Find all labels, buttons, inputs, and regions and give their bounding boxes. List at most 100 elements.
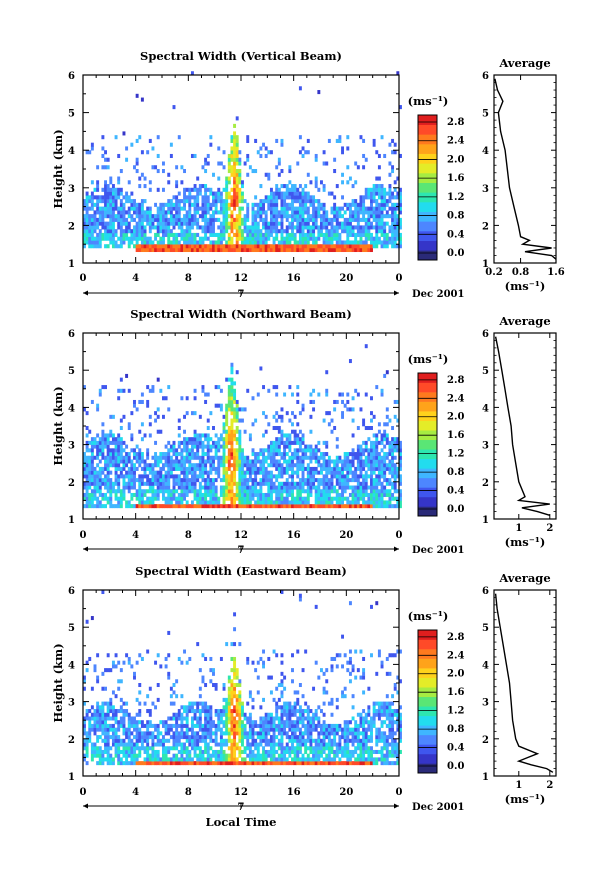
heatmap-cell — [117, 244, 121, 249]
heatmap-cell — [185, 232, 189, 237]
heatmap-cell — [251, 492, 255, 497]
heatmap-cell — [362, 466, 366, 471]
heatmap-cell — [230, 169, 234, 174]
heatmap-cell — [175, 210, 179, 215]
heatmap-cell — [346, 399, 350, 404]
heatmap-cell — [396, 232, 400, 237]
heatmap-cell — [391, 481, 395, 486]
heatmap-cell — [291, 459, 294, 464]
heatmap-cell — [119, 232, 123, 237]
heatmap-cell — [175, 757, 179, 762]
heatmap-cell — [356, 392, 360, 397]
heatmap-cell — [117, 746, 121, 751]
heatmap-cell — [230, 731, 234, 736]
heatmap-cell — [167, 746, 171, 751]
heatmap-cell — [167, 478, 171, 483]
heatmap-cell — [222, 496, 226, 501]
heatmap-cell — [304, 217, 308, 222]
heatmap-cell — [335, 478, 339, 483]
heatmap-cell — [327, 217, 331, 222]
profile-x-tick-label: 2 — [546, 523, 553, 534]
heatmap-cell — [312, 214, 316, 219]
heatmap-cell — [298, 440, 302, 445]
heatmap-cell — [159, 388, 163, 393]
heatmap-cell — [359, 229, 363, 234]
heatmap-cell — [183, 705, 186, 710]
heatmap-cell — [391, 463, 395, 468]
heatmap-cell — [267, 492, 271, 497]
heatmap-cell — [193, 463, 197, 468]
heatmap-cell — [233, 244, 237, 249]
heatmap-cell — [201, 433, 205, 438]
heatmap-cell — [333, 459, 337, 464]
heatmap-cell — [291, 221, 294, 226]
heatmap-cell — [264, 221, 268, 226]
heatmap-cell — [180, 221, 184, 226]
heatmap-cell — [196, 478, 200, 483]
heatmap-cell — [83, 701, 86, 706]
heatmap-cell — [185, 749, 189, 754]
heatmap-cell — [138, 749, 142, 754]
heatmap-cell — [238, 161, 242, 166]
heatmap-cell — [138, 206, 142, 211]
heatmap-cell — [114, 735, 118, 740]
heatmap-cell — [177, 492, 181, 497]
profile-y-tick-label: 6 — [482, 71, 489, 82]
heatmap-cell — [185, 753, 189, 758]
heatmap-cell — [338, 214, 342, 219]
heatmap-cell — [193, 244, 197, 249]
heatmap-cell — [330, 244, 334, 249]
heatmap-cell — [362, 463, 366, 468]
heatmap-cell — [325, 481, 329, 486]
heatmap-cell — [309, 459, 313, 464]
heatmap-cell — [391, 444, 395, 449]
heatmap-cell — [238, 236, 242, 241]
heatmap-cell — [275, 500, 279, 505]
heatmap-cell — [122, 206, 126, 211]
heatmap-cell — [362, 217, 366, 222]
heatmap-cell — [109, 206, 113, 211]
heatmap-cell — [122, 440, 126, 445]
heatmap-cell — [280, 489, 284, 494]
heatmap-cell — [246, 388, 250, 393]
heatmap-cell — [83, 232, 86, 237]
heatmap-cell — [335, 437, 339, 442]
heatmap-cell — [130, 496, 134, 501]
heatmap-cell — [159, 504, 163, 509]
heatmap-cell — [351, 433, 355, 438]
heatmap-cell — [380, 244, 384, 249]
heatmap-cell — [367, 474, 371, 479]
heatmap-cell — [204, 459, 208, 464]
heatmap-cell — [162, 221, 165, 226]
heatmap-cell — [93, 731, 97, 736]
heatmap-cell — [264, 474, 268, 479]
heatmap-cell — [125, 452, 129, 457]
heatmap-cell — [201, 444, 205, 449]
heatmap-cell — [330, 240, 334, 245]
heatmap-cell — [156, 683, 160, 688]
heatmap-cell — [393, 229, 397, 234]
heatmap-cell — [119, 489, 123, 494]
heatmap-cell — [172, 690, 176, 695]
heatmap-cell — [204, 720, 208, 725]
heatmap-cell — [169, 474, 173, 479]
heatmap-cell — [159, 452, 163, 457]
heatmap-cell — [246, 481, 250, 486]
heatmap-cell — [193, 153, 197, 159]
heatmap-cell — [146, 749, 150, 754]
heatmap-cell — [151, 244, 155, 249]
heatmap-cell — [164, 217, 168, 222]
heatmap-cell — [333, 399, 337, 404]
heatmap-cell — [175, 240, 179, 245]
heatmap-cell — [90, 616, 94, 621]
heatmap-cell — [396, 448, 400, 453]
heatmap-cell — [122, 459, 126, 464]
heatmap-cell — [193, 749, 197, 754]
heatmap-cell — [83, 240, 86, 245]
heatmap-cell — [351, 496, 355, 501]
heatmap-cell — [235, 153, 239, 159]
heatmap-cell — [291, 229, 294, 234]
heatmap-cell — [317, 504, 321, 509]
heatmap-cell — [320, 504, 323, 509]
heatmap-cell — [248, 244, 252, 249]
